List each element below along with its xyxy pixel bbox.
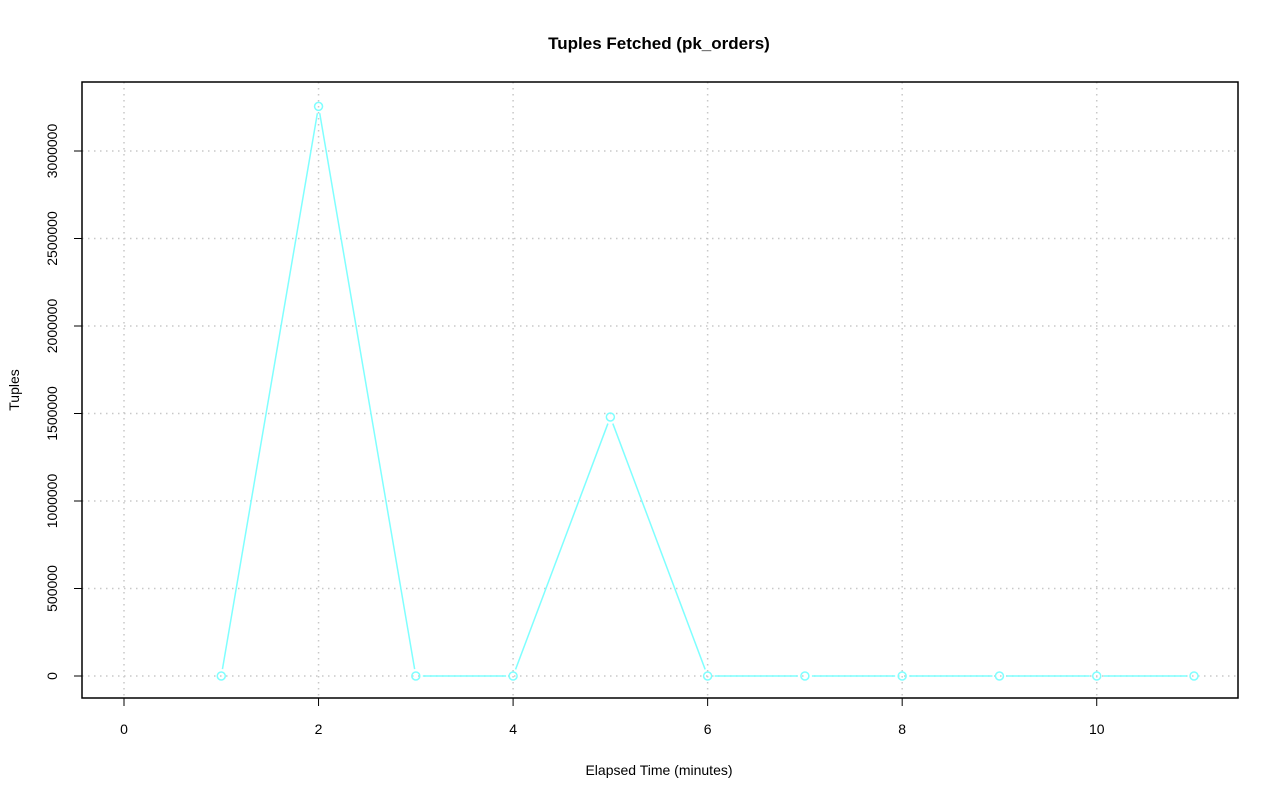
data-point [605,412,616,422]
y-tick-label: 1000000 [44,474,60,529]
x-tick-label: 10 [1089,721,1105,737]
x-tick-label: 6 [704,721,712,737]
data-point [800,671,810,681]
y-axis: 0 500000 1000000 1500000 2000000 2500000 30000… [44,124,82,680]
series [216,101,1199,681]
data-point [216,671,227,681]
series-line-segment [514,423,609,670]
x-axis-label: Elapsed Time (minutes) [585,762,732,778]
x-tick-label: 8 [898,721,906,737]
y-tick-label: 2500000 [44,211,60,266]
data-point [994,671,1005,681]
series-line-segment [221,113,319,670]
data-point [702,671,713,681]
series-line-segment [612,423,706,670]
data-point [897,671,907,681]
data-point [313,101,324,112]
y-tick-label: 500000 [44,565,60,612]
y-axis-label: Tuples [6,369,22,411]
data-point [508,671,518,681]
data-point [1091,671,1102,681]
x-tick-label: 4 [509,721,517,737]
x-axis: 0 2 4 6 8 10 [120,697,1105,737]
x-tick-label: 2 [315,721,323,737]
data-point [411,671,421,681]
x-tick-label: 0 [120,721,128,737]
grid [82,82,1238,698]
y-tick-label: 3000000 [44,124,60,179]
plot-frame [81,81,1239,699]
y-tick-label: 0 [44,672,60,680]
data-point [1189,671,1199,681]
y-tick-label: 1500000 [44,386,60,441]
series-line-segment [318,113,416,670]
y-tick-label: 2000000 [44,299,60,354]
chart-title: Tuples Fetched (pk_orders) [548,34,770,53]
